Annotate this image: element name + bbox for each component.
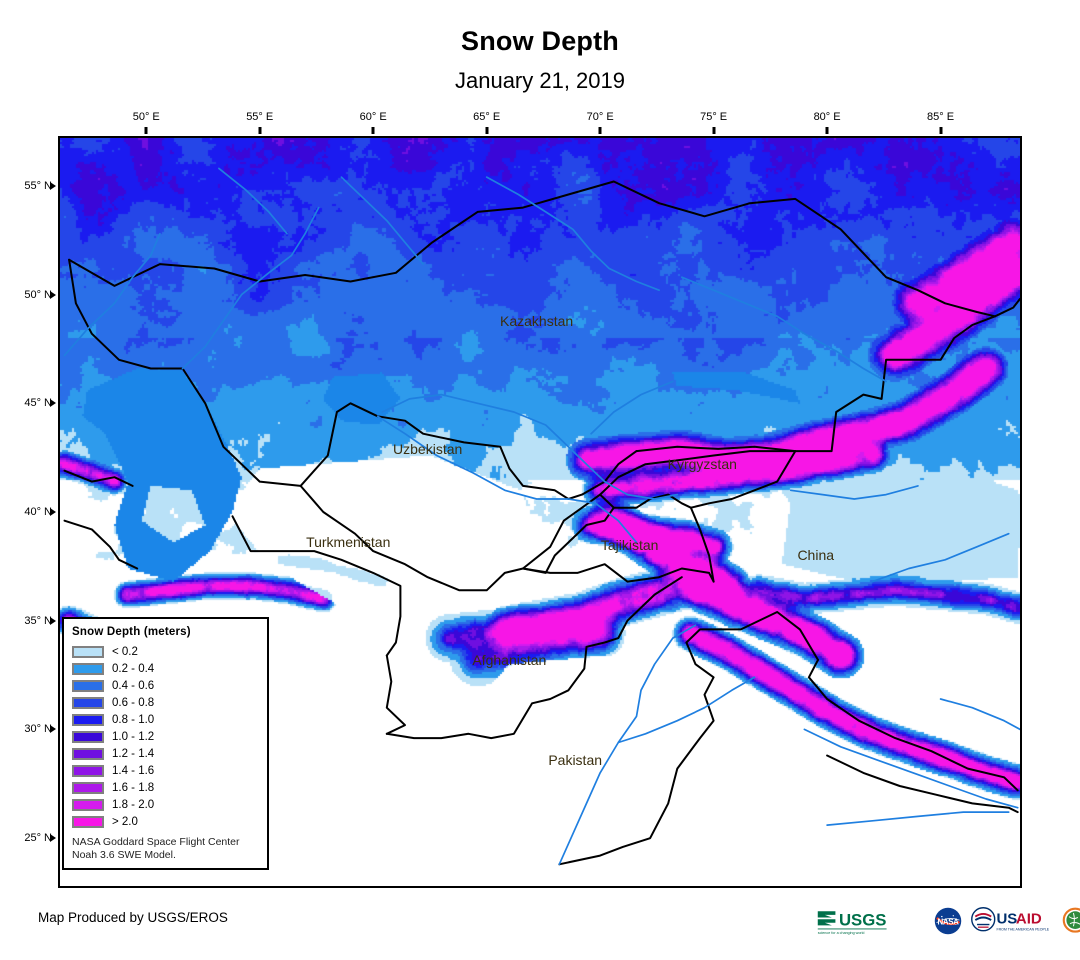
legend-label: 1.0 - 1.2 bbox=[112, 730, 155, 743]
legend-swatch bbox=[72, 747, 104, 760]
legend-swatch bbox=[72, 645, 104, 658]
legend-class-row: 1.0 - 1.2 bbox=[72, 728, 259, 745]
page-subtitle: January 21, 2019 bbox=[454, 68, 626, 93]
lon-tick bbox=[258, 127, 262, 134]
legend-swatch bbox=[72, 730, 104, 743]
legend-label: 0.8 - 1.0 bbox=[112, 713, 155, 726]
lon-label: 70° E bbox=[586, 111, 614, 123]
svg-text:USGS: USGS bbox=[839, 910, 886, 929]
legend-credit: NASA Goddard Space Flight Center Noah 3.… bbox=[72, 836, 259, 862]
legend-swatch bbox=[72, 679, 104, 692]
legend-class-row: 1.6 - 1.8 bbox=[72, 779, 259, 796]
legend-credit-line-1: NASA Goddard Space Flight Center bbox=[72, 836, 240, 848]
fews-net-logo: FEWS NET FAMINE EARLY WARNING SYSTEMS NE… bbox=[1062, 907, 1080, 933]
lon-tick bbox=[825, 127, 829, 134]
country-label: Turkmenistan bbox=[306, 534, 391, 551]
lon-tick bbox=[485, 127, 489, 134]
nasa-logo: NASA bbox=[935, 907, 962, 935]
legend-title: Snow Depth (meters) bbox=[72, 626, 191, 638]
lon-tick bbox=[712, 127, 716, 134]
lat-label: 30° N bbox=[24, 723, 52, 736]
lat-label: 55° N bbox=[24, 179, 52, 192]
lat-tick bbox=[50, 181, 56, 190]
usgs-logo: USGS science for a changing world bbox=[817, 910, 887, 935]
lat-label: 25° N bbox=[24, 832, 52, 845]
lon-label: 65° E bbox=[473, 111, 501, 123]
legend-swatch bbox=[72, 662, 104, 675]
map-vector-overlay bbox=[63, 167, 1020, 866]
legend-class-row: 0.2 - 0.4 bbox=[72, 660, 259, 677]
legend-swatch bbox=[72, 798, 104, 811]
legend-class-row: > 2.0 bbox=[72, 813, 259, 830]
svg-text:science for a changing world: science for a changing world bbox=[818, 931, 865, 935]
lon-label: 60° E bbox=[359, 111, 387, 123]
lat-label: 40° N bbox=[24, 506, 52, 518]
legend-class-row: 1.4 - 1.6 bbox=[72, 762, 259, 779]
legend-swatch bbox=[72, 764, 104, 777]
legend-swatch bbox=[72, 713, 104, 726]
lon-tick bbox=[371, 127, 375, 134]
legend-swatch bbox=[72, 815, 104, 828]
legend-label: 1.4 - 1.6 bbox=[112, 764, 155, 777]
lon-tick bbox=[598, 127, 602, 134]
legend-class-list: < 0.2 0.2 - 0.4 0.4 - 0.6 0.6 - 0.8 0.8 - 1.… bbox=[72, 643, 259, 830]
legend-swatch bbox=[72, 781, 104, 794]
legend-class-row: 1.8 - 2.0 bbox=[72, 796, 259, 813]
lat-tick bbox=[50, 399, 56, 408]
lat-label: 45° N bbox=[24, 397, 52, 410]
legend-label: 0.2 - 0.4 bbox=[112, 662, 155, 675]
lat-tick bbox=[50, 834, 56, 843]
legend-class-row: 0.4 - 0.6 bbox=[72, 677, 259, 694]
legend-panel: Snow Depth (meters) < 0.2 0.2 - 0.4 0.4 - … bbox=[62, 617, 269, 871]
country-label: Kyrgyzstan bbox=[667, 456, 737, 473]
svg-text:NASA: NASA bbox=[938, 918, 960, 927]
lat-tick bbox=[50, 616, 56, 625]
legend-credit-line-2: Noah 3.6 SWE Model. bbox=[72, 849, 176, 862]
usaid-logo: US AID FROM THE AMERICAN PEOPLE bbox=[971, 907, 1050, 932]
page-title: Snow Depth bbox=[461, 26, 619, 56]
legend-label: 1.8 - 2.0 bbox=[112, 798, 155, 811]
legend-class-row: 1.2 - 1.4 bbox=[72, 745, 259, 762]
lat-tick bbox=[50, 725, 56, 734]
lat-tick bbox=[50, 290, 56, 299]
country-label: Afghanistan bbox=[472, 651, 547, 668]
legend-label: < 0.2 bbox=[112, 645, 138, 658]
country-label: Tajikistan bbox=[600, 536, 659, 553]
producer-credit: Map Produced by USGS/EROS bbox=[38, 910, 228, 925]
country-label: Pakistan bbox=[548, 751, 603, 768]
legend-label: 1.2 - 1.4 bbox=[112, 747, 155, 760]
lon-label: 80° E bbox=[813, 111, 841, 123]
svg-text:US: US bbox=[997, 911, 1018, 928]
legend-label: 1.6 - 1.8 bbox=[112, 781, 155, 794]
svg-text:FROM THE AMERICAN PEOPLE: FROM THE AMERICAN PEOPLE bbox=[997, 928, 1050, 932]
legend-swatch bbox=[72, 696, 104, 709]
legend-class-row: 0.6 - 0.8 bbox=[72, 694, 259, 711]
legend-label: > 2.0 bbox=[112, 815, 138, 828]
lat-label: 50° N bbox=[24, 288, 52, 301]
lon-tick bbox=[144, 127, 148, 134]
legend-label: 0.6 - 0.8 bbox=[112, 696, 155, 709]
lon-label: 75° E bbox=[700, 111, 728, 123]
country-label: Uzbekistan bbox=[393, 440, 463, 457]
svg-text:AID: AID bbox=[1016, 911, 1042, 928]
country-label: Kazakhstan bbox=[500, 312, 574, 329]
legend-label: 0.4 - 0.6 bbox=[112, 679, 155, 692]
legend-class-row: 0.8 - 1.0 bbox=[72, 711, 259, 728]
lon-label: 50° E bbox=[132, 111, 160, 123]
map-frame[interactable]: Kazakhstan Uzbekistan Turkmenistan Kyrgyzst… bbox=[58, 136, 1022, 888]
agency-logos: USGS science for a changing world NASA U… bbox=[816, 903, 1080, 939]
legend-class-row: < 0.2 bbox=[72, 643, 259, 660]
lon-label: 85° E bbox=[927, 111, 955, 123]
lat-tick bbox=[50, 508, 56, 516]
lon-tick bbox=[939, 127, 943, 134]
lat-label: 35° N bbox=[24, 614, 52, 627]
lon-label: 55° E bbox=[246, 111, 274, 123]
country-label: China bbox=[797, 547, 835, 564]
